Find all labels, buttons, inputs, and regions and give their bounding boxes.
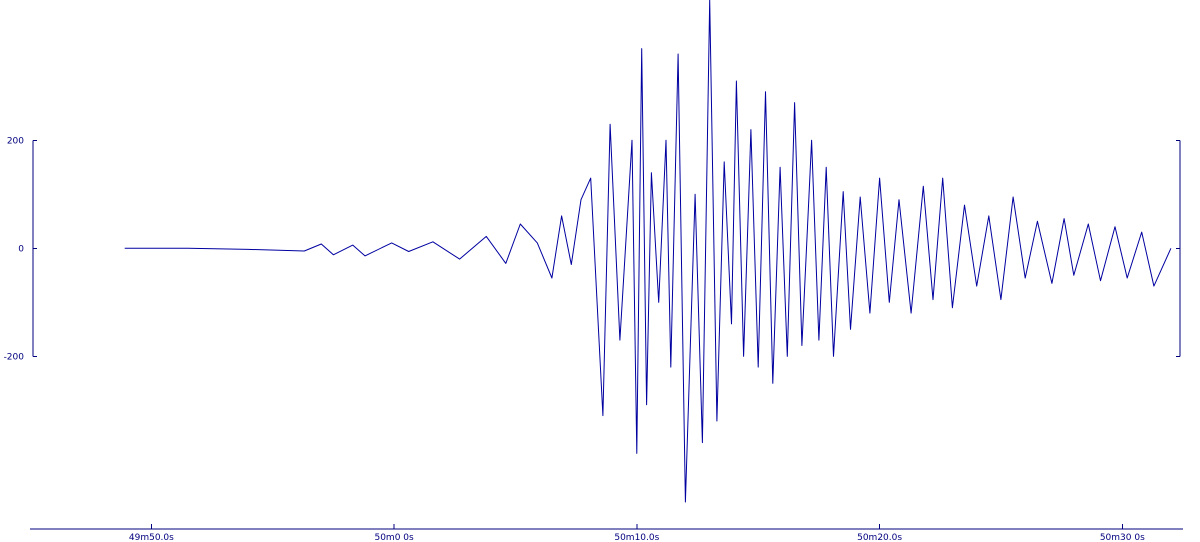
x-tick-label: 50m0 0s (374, 533, 414, 542)
chart-axes (30, 140, 1183, 530)
waveform-trace (124, 0, 1172, 503)
x-tick-label: 49m50.0s (129, 533, 174, 542)
x-tick-group: 49m50.0s 50m0 0s 50m10.0s 50m20.0s 50m30 0s (129, 524, 1145, 542)
x-tick-label: 50m30 0s (1100, 533, 1145, 542)
x-tick-label: 50m20.0s (857, 533, 902, 542)
y-tick-label: -200 (4, 352, 25, 362)
x-tick-label: 50m10.0s (614, 533, 659, 542)
y-tick-label: 0 (18, 244, 24, 254)
y-tick-group: 200 0 -200 (4, 136, 1180, 362)
y-tick-label: 200 (7, 136, 24, 146)
